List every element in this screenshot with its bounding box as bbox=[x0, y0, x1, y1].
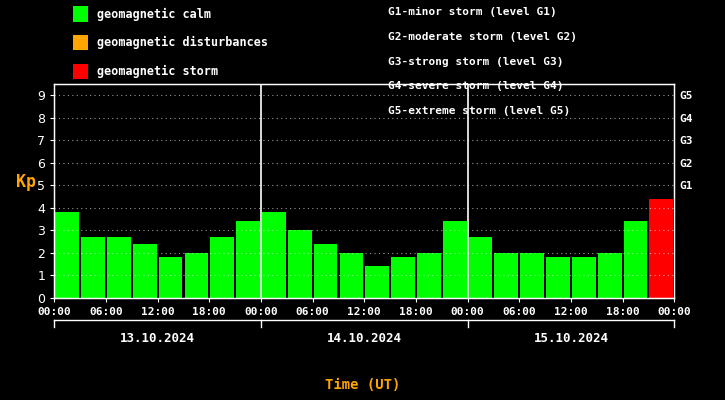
Bar bbox=[185, 253, 208, 298]
Bar bbox=[521, 253, 544, 298]
Bar bbox=[236, 222, 260, 298]
Bar bbox=[288, 230, 312, 298]
Bar bbox=[339, 253, 363, 298]
Bar bbox=[107, 237, 130, 298]
Bar bbox=[81, 237, 105, 298]
Bar bbox=[314, 244, 337, 298]
Bar bbox=[210, 237, 234, 298]
Y-axis label: Kp: Kp bbox=[17, 173, 36, 191]
Bar bbox=[650, 199, 674, 298]
Text: G1-minor storm (level G1): G1-minor storm (level G1) bbox=[388, 7, 557, 17]
Bar bbox=[572, 258, 596, 298]
Bar bbox=[159, 258, 183, 298]
Text: G3-strong storm (level G3): G3-strong storm (level G3) bbox=[388, 57, 563, 67]
Bar bbox=[598, 253, 621, 298]
Bar bbox=[417, 253, 441, 298]
Bar bbox=[392, 258, 415, 298]
Text: G4-severe storm (level G4): G4-severe storm (level G4) bbox=[388, 81, 563, 91]
Text: 14.10.2024: 14.10.2024 bbox=[327, 332, 402, 344]
Bar bbox=[624, 222, 647, 298]
Bar bbox=[133, 244, 157, 298]
Bar bbox=[494, 253, 518, 298]
Text: G2-moderate storm (level G2): G2-moderate storm (level G2) bbox=[388, 32, 577, 42]
Text: 13.10.2024: 13.10.2024 bbox=[120, 332, 195, 344]
Text: Time (UT): Time (UT) bbox=[325, 378, 400, 392]
Bar bbox=[262, 212, 286, 298]
Text: G5-extreme storm (level G5): G5-extreme storm (level G5) bbox=[388, 106, 570, 116]
Bar bbox=[468, 237, 492, 298]
Text: geomagnetic disturbances: geomagnetic disturbances bbox=[97, 36, 268, 49]
Text: 15.10.2024: 15.10.2024 bbox=[534, 332, 608, 344]
Bar bbox=[443, 222, 467, 298]
Bar bbox=[365, 266, 389, 298]
Bar bbox=[546, 258, 570, 298]
Bar bbox=[55, 212, 79, 298]
Text: geomagnetic calm: geomagnetic calm bbox=[97, 8, 211, 20]
Text: geomagnetic storm: geomagnetic storm bbox=[97, 65, 218, 78]
